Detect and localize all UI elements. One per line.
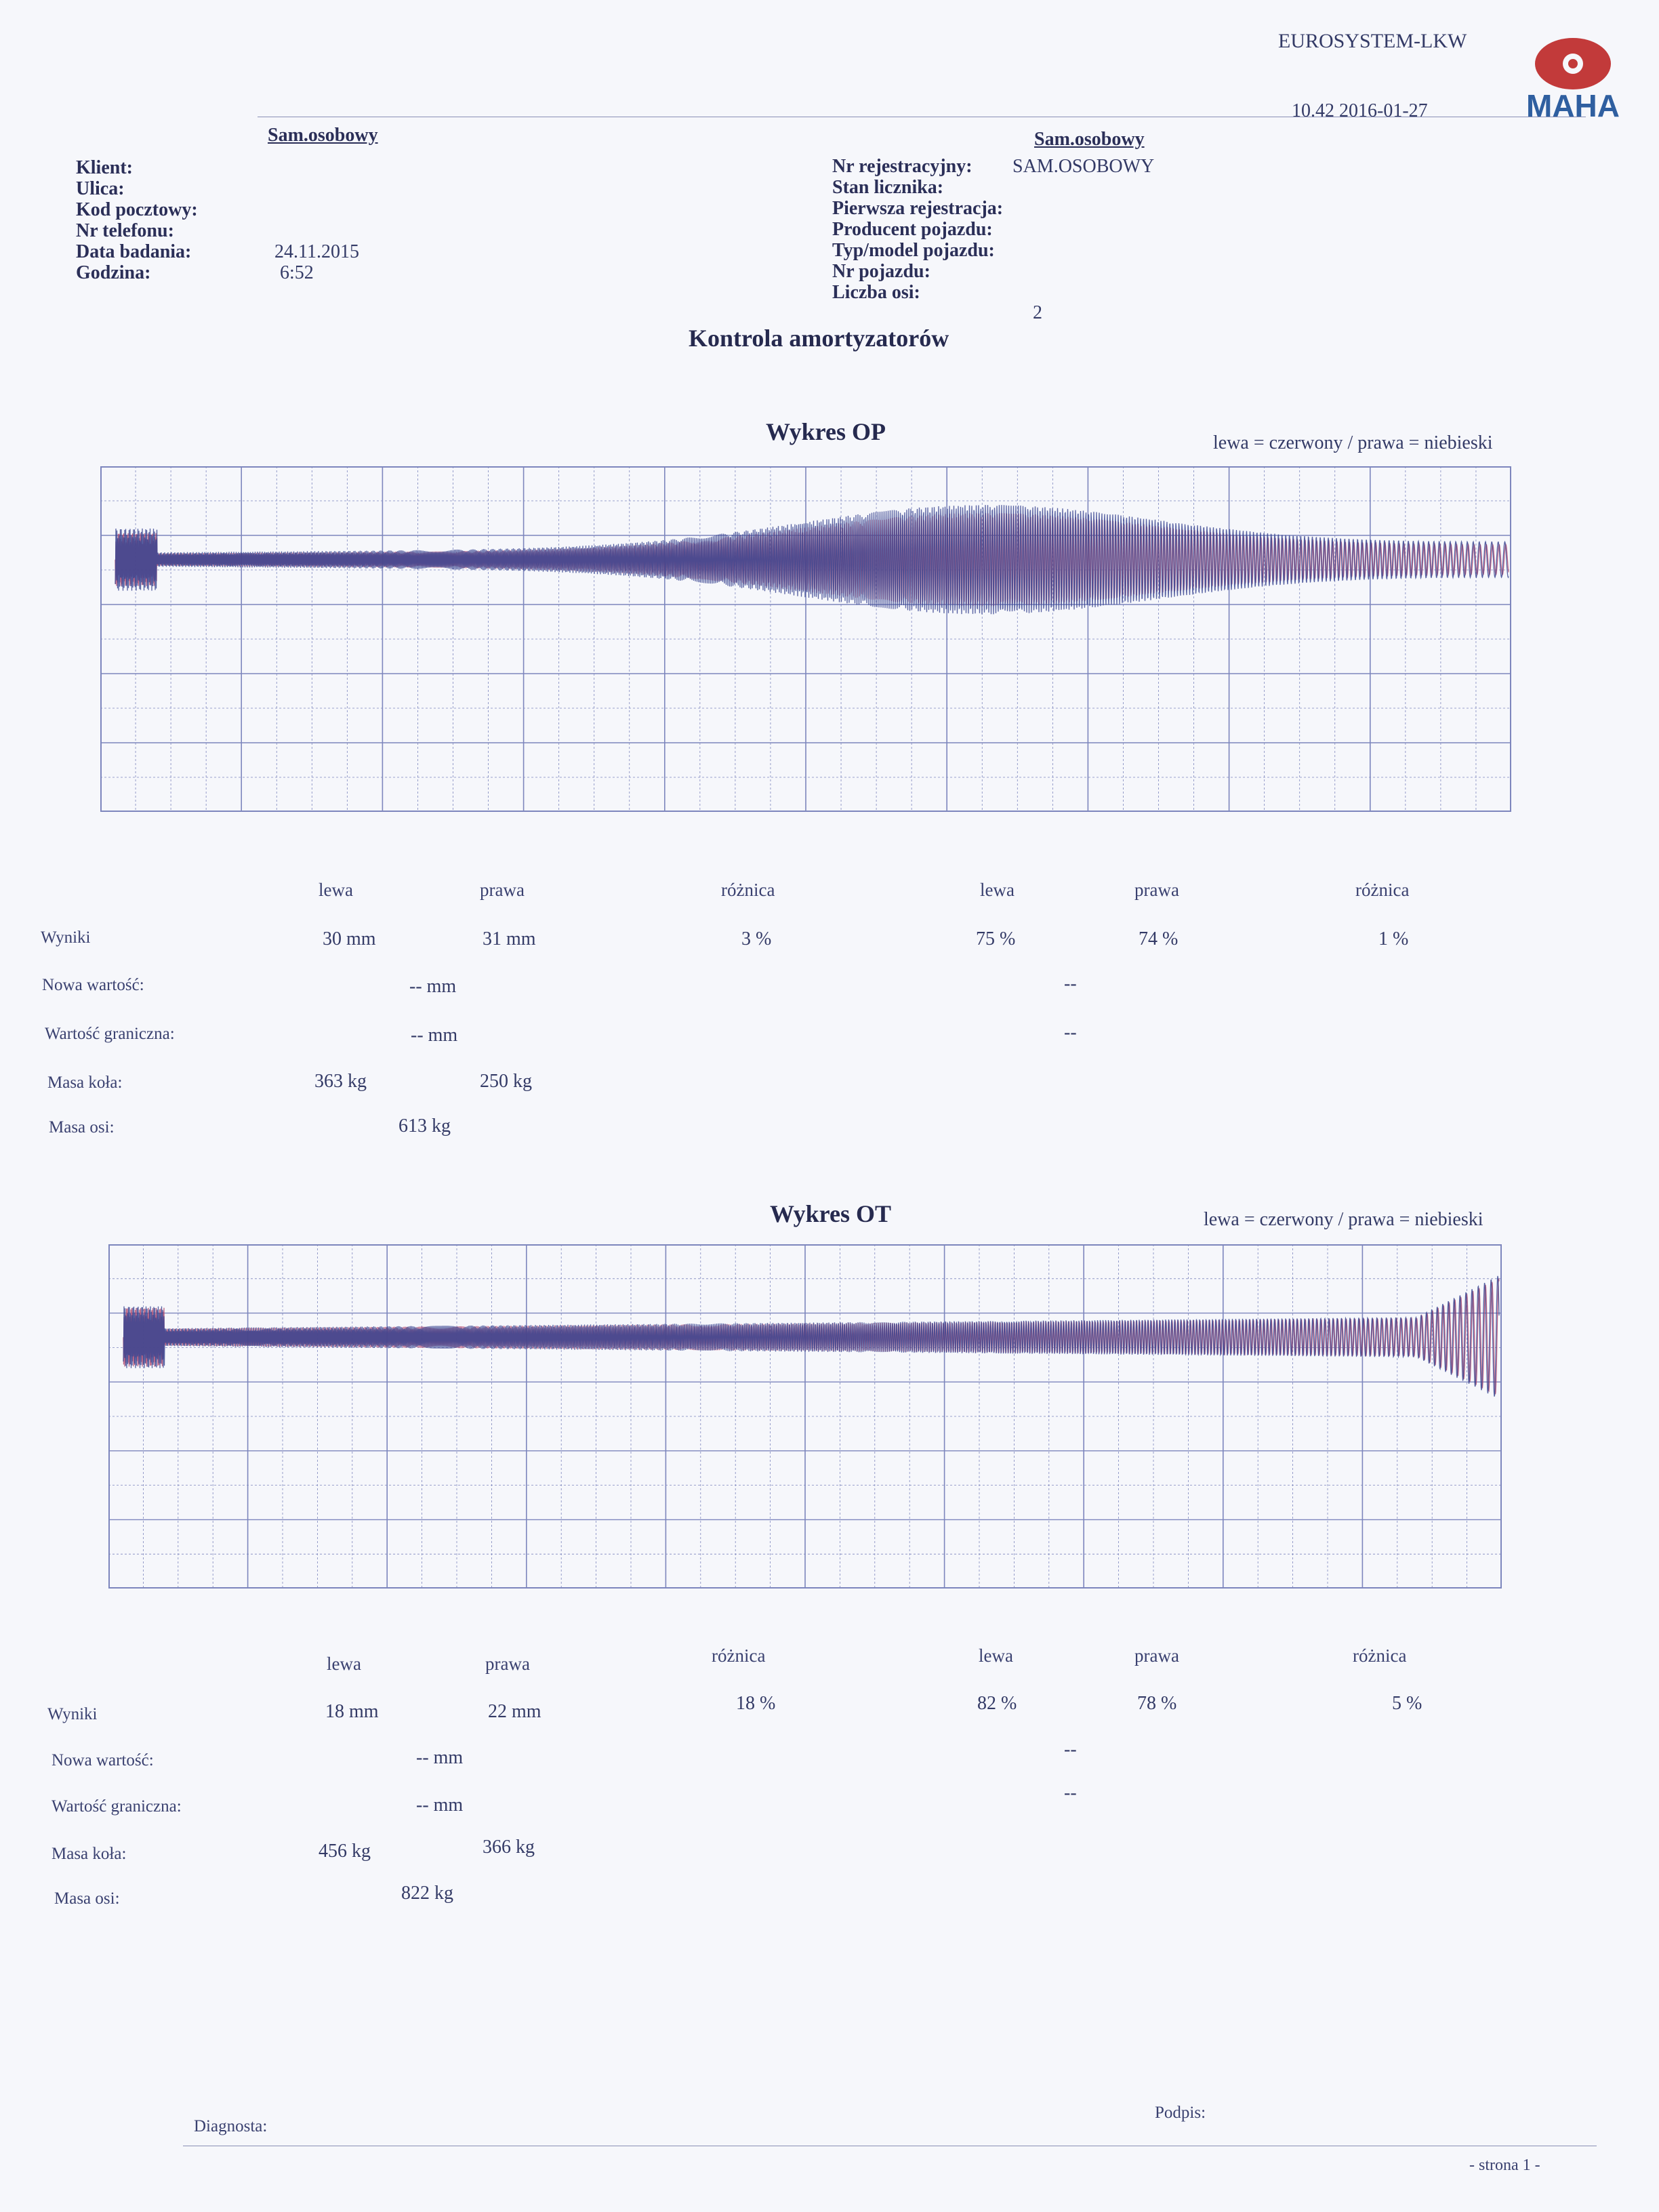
op-header-right-pct: prawa xyxy=(1134,880,1179,900)
trace-right xyxy=(115,505,1509,615)
test-time-value: 6:52 xyxy=(280,262,314,283)
op-axle-mass-label: Masa osi: xyxy=(49,1118,115,1136)
print-datetime: 10.42 2016-01-27 xyxy=(1292,100,1428,121)
model-label: Typ/model pojazdu: xyxy=(832,240,995,261)
axle-count-label: Liczba osi: xyxy=(832,282,920,303)
test-time-label: Godzina: xyxy=(76,262,151,283)
op-header-right-mm: prawa xyxy=(480,880,525,900)
op-limit-value-pct: -- xyxy=(1064,1022,1077,1043)
page-title: Kontrola amortyzatorów xyxy=(689,325,949,352)
ot-axle-mass-label: Masa osi: xyxy=(54,1889,120,1908)
ot-wheel-mass-label: Masa koła: xyxy=(52,1845,127,1863)
ot-result-left-mm: 18 mm xyxy=(325,1701,379,1722)
chart-op xyxy=(100,466,1511,812)
ot-header-right-mm: prawa xyxy=(485,1654,530,1674)
trace-right xyxy=(123,1275,1500,1397)
ot-new-value-pct: -- xyxy=(1064,1739,1077,1760)
op-header-left-mm: lewa xyxy=(319,880,353,900)
op-wheel-mass-right: 250 kg xyxy=(480,1071,532,1092)
op-result-left-mm: 30 mm xyxy=(323,928,376,949)
test-date-label: Data badania: xyxy=(76,241,192,262)
registration-value: SAM.OSOBOWY xyxy=(1012,156,1155,177)
ot-limit-value-label: Wartość graniczna: xyxy=(52,1797,182,1816)
op-result-diff-mm: 3 % xyxy=(741,928,772,949)
ot-result-diff-pct: 5 % xyxy=(1392,1693,1422,1714)
op-result-right-mm: 31 mm xyxy=(483,928,536,949)
op-results-label: Wyniki xyxy=(41,928,91,947)
left-header-heading: Sam.osobowy xyxy=(268,125,378,146)
page-number: - strona 1 - xyxy=(1469,2156,1540,2174)
op-result-left-pct: 75 % xyxy=(976,928,1016,949)
ot-wheel-mass-left: 456 kg xyxy=(319,1841,371,1862)
op-limit-value: -- mm xyxy=(411,1025,458,1046)
ot-result-right-pct: 78 % xyxy=(1137,1693,1177,1714)
ot-header-diff-pct: różnica xyxy=(1353,1645,1407,1666)
signature-label: Podpis: xyxy=(1155,2104,1206,2122)
ot-new-value-label: Nowa wartość: xyxy=(52,1751,154,1769)
chart-grid xyxy=(108,1244,1502,1589)
test-date-value: 24.11.2015 xyxy=(274,241,359,262)
op-result-diff-pct: 1 % xyxy=(1378,928,1409,949)
op-header-diff-pct: różnica xyxy=(1355,880,1410,900)
chart-ot xyxy=(108,1244,1502,1589)
chart-ot-legend: lewa = czerwony / prawa = niebieski xyxy=(1204,1209,1483,1230)
ot-header-left-mm: lewa xyxy=(327,1654,361,1674)
ot-wheel-mass-right: 366 kg xyxy=(483,1837,535,1858)
ot-header-diff-mm: różnica xyxy=(712,1645,766,1666)
ot-result-right-mm: 22 mm xyxy=(488,1701,541,1722)
op-new-value: -- mm xyxy=(409,976,457,997)
chart-op-title: Wykres OP xyxy=(766,418,886,445)
op-new-value-pct: -- xyxy=(1064,973,1077,994)
registration-label: Nr rejestracyjny: xyxy=(832,156,972,177)
ot-limit-value: -- mm xyxy=(416,1795,464,1816)
op-wheel-mass-left: 363 kg xyxy=(314,1071,367,1092)
op-result-right-pct: 74 % xyxy=(1139,928,1179,949)
op-new-value-label: Nowa wartość: xyxy=(42,976,144,994)
client-label: Klient: xyxy=(76,157,133,178)
op-header-left-pct: lewa xyxy=(980,880,1015,900)
ot-header-left-pct: lewa xyxy=(979,1645,1013,1666)
ot-new-value: -- mm xyxy=(416,1747,464,1768)
chart-op-legend: lewa = czerwony / prawa = niebieski xyxy=(1213,432,1493,453)
street-label: Ulica: xyxy=(76,178,125,199)
op-wheel-mass-label: Masa koła: xyxy=(47,1073,123,1092)
right-header-heading: Sam.osobowy xyxy=(1034,129,1145,150)
op-axle-mass: 613 kg xyxy=(398,1115,451,1136)
ot-axle-mass: 822 kg xyxy=(401,1883,453,1904)
maha-logo: MAHA xyxy=(1526,38,1620,123)
company-name: EUROSYSTEM-LKW xyxy=(1278,30,1467,52)
op-header-diff-mm: różnica xyxy=(721,880,775,900)
diagnost-label: Diagnosta: xyxy=(194,2117,268,2135)
ot-result-left-pct: 82 % xyxy=(977,1693,1017,1714)
ot-header-right-pct: prawa xyxy=(1134,1645,1179,1666)
ot-results-label: Wyniki xyxy=(47,1705,98,1723)
manufacturer-label: Producent pojazdu: xyxy=(832,219,993,240)
maha-logo-text: MAHA xyxy=(1526,88,1620,123)
ot-limit-value-pct: -- xyxy=(1064,1782,1077,1803)
op-limit-value-label: Wartość graniczna: xyxy=(45,1025,175,1043)
vehicle-number-label: Nr pojazdu: xyxy=(832,261,930,282)
axle-count-value: 2 xyxy=(1033,302,1042,323)
phone-label: Nr telefonu: xyxy=(76,220,174,241)
chart-grid xyxy=(100,466,1511,812)
postcode-label: Kod pocztowy: xyxy=(76,199,198,220)
ot-result-diff-mm: 18 % xyxy=(736,1693,776,1714)
odometer-label: Stan licznika: xyxy=(832,177,944,198)
chart-ot-title: Wykres OT xyxy=(770,1200,892,1227)
first-registration-label: Pierwsza rejestracja: xyxy=(832,198,1004,219)
